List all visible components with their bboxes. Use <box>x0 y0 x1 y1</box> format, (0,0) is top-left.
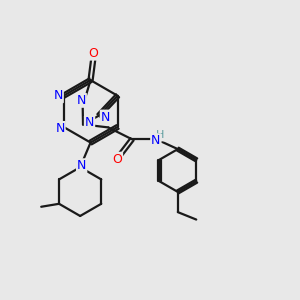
Text: N: N <box>55 122 64 135</box>
Text: O: O <box>88 46 98 60</box>
Text: O: O <box>112 153 122 166</box>
Text: N: N <box>76 94 86 107</box>
Text: N: N <box>101 111 110 124</box>
Text: N: N <box>151 134 160 147</box>
Text: H: H <box>156 130 164 140</box>
Text: N: N <box>85 116 94 130</box>
Text: N: N <box>77 159 86 172</box>
Text: N: N <box>53 89 63 102</box>
